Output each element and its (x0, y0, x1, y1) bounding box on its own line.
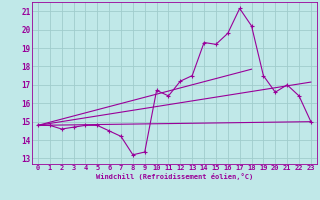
X-axis label: Windchill (Refroidissement éolien,°C): Windchill (Refroidissement éolien,°C) (96, 173, 253, 180)
